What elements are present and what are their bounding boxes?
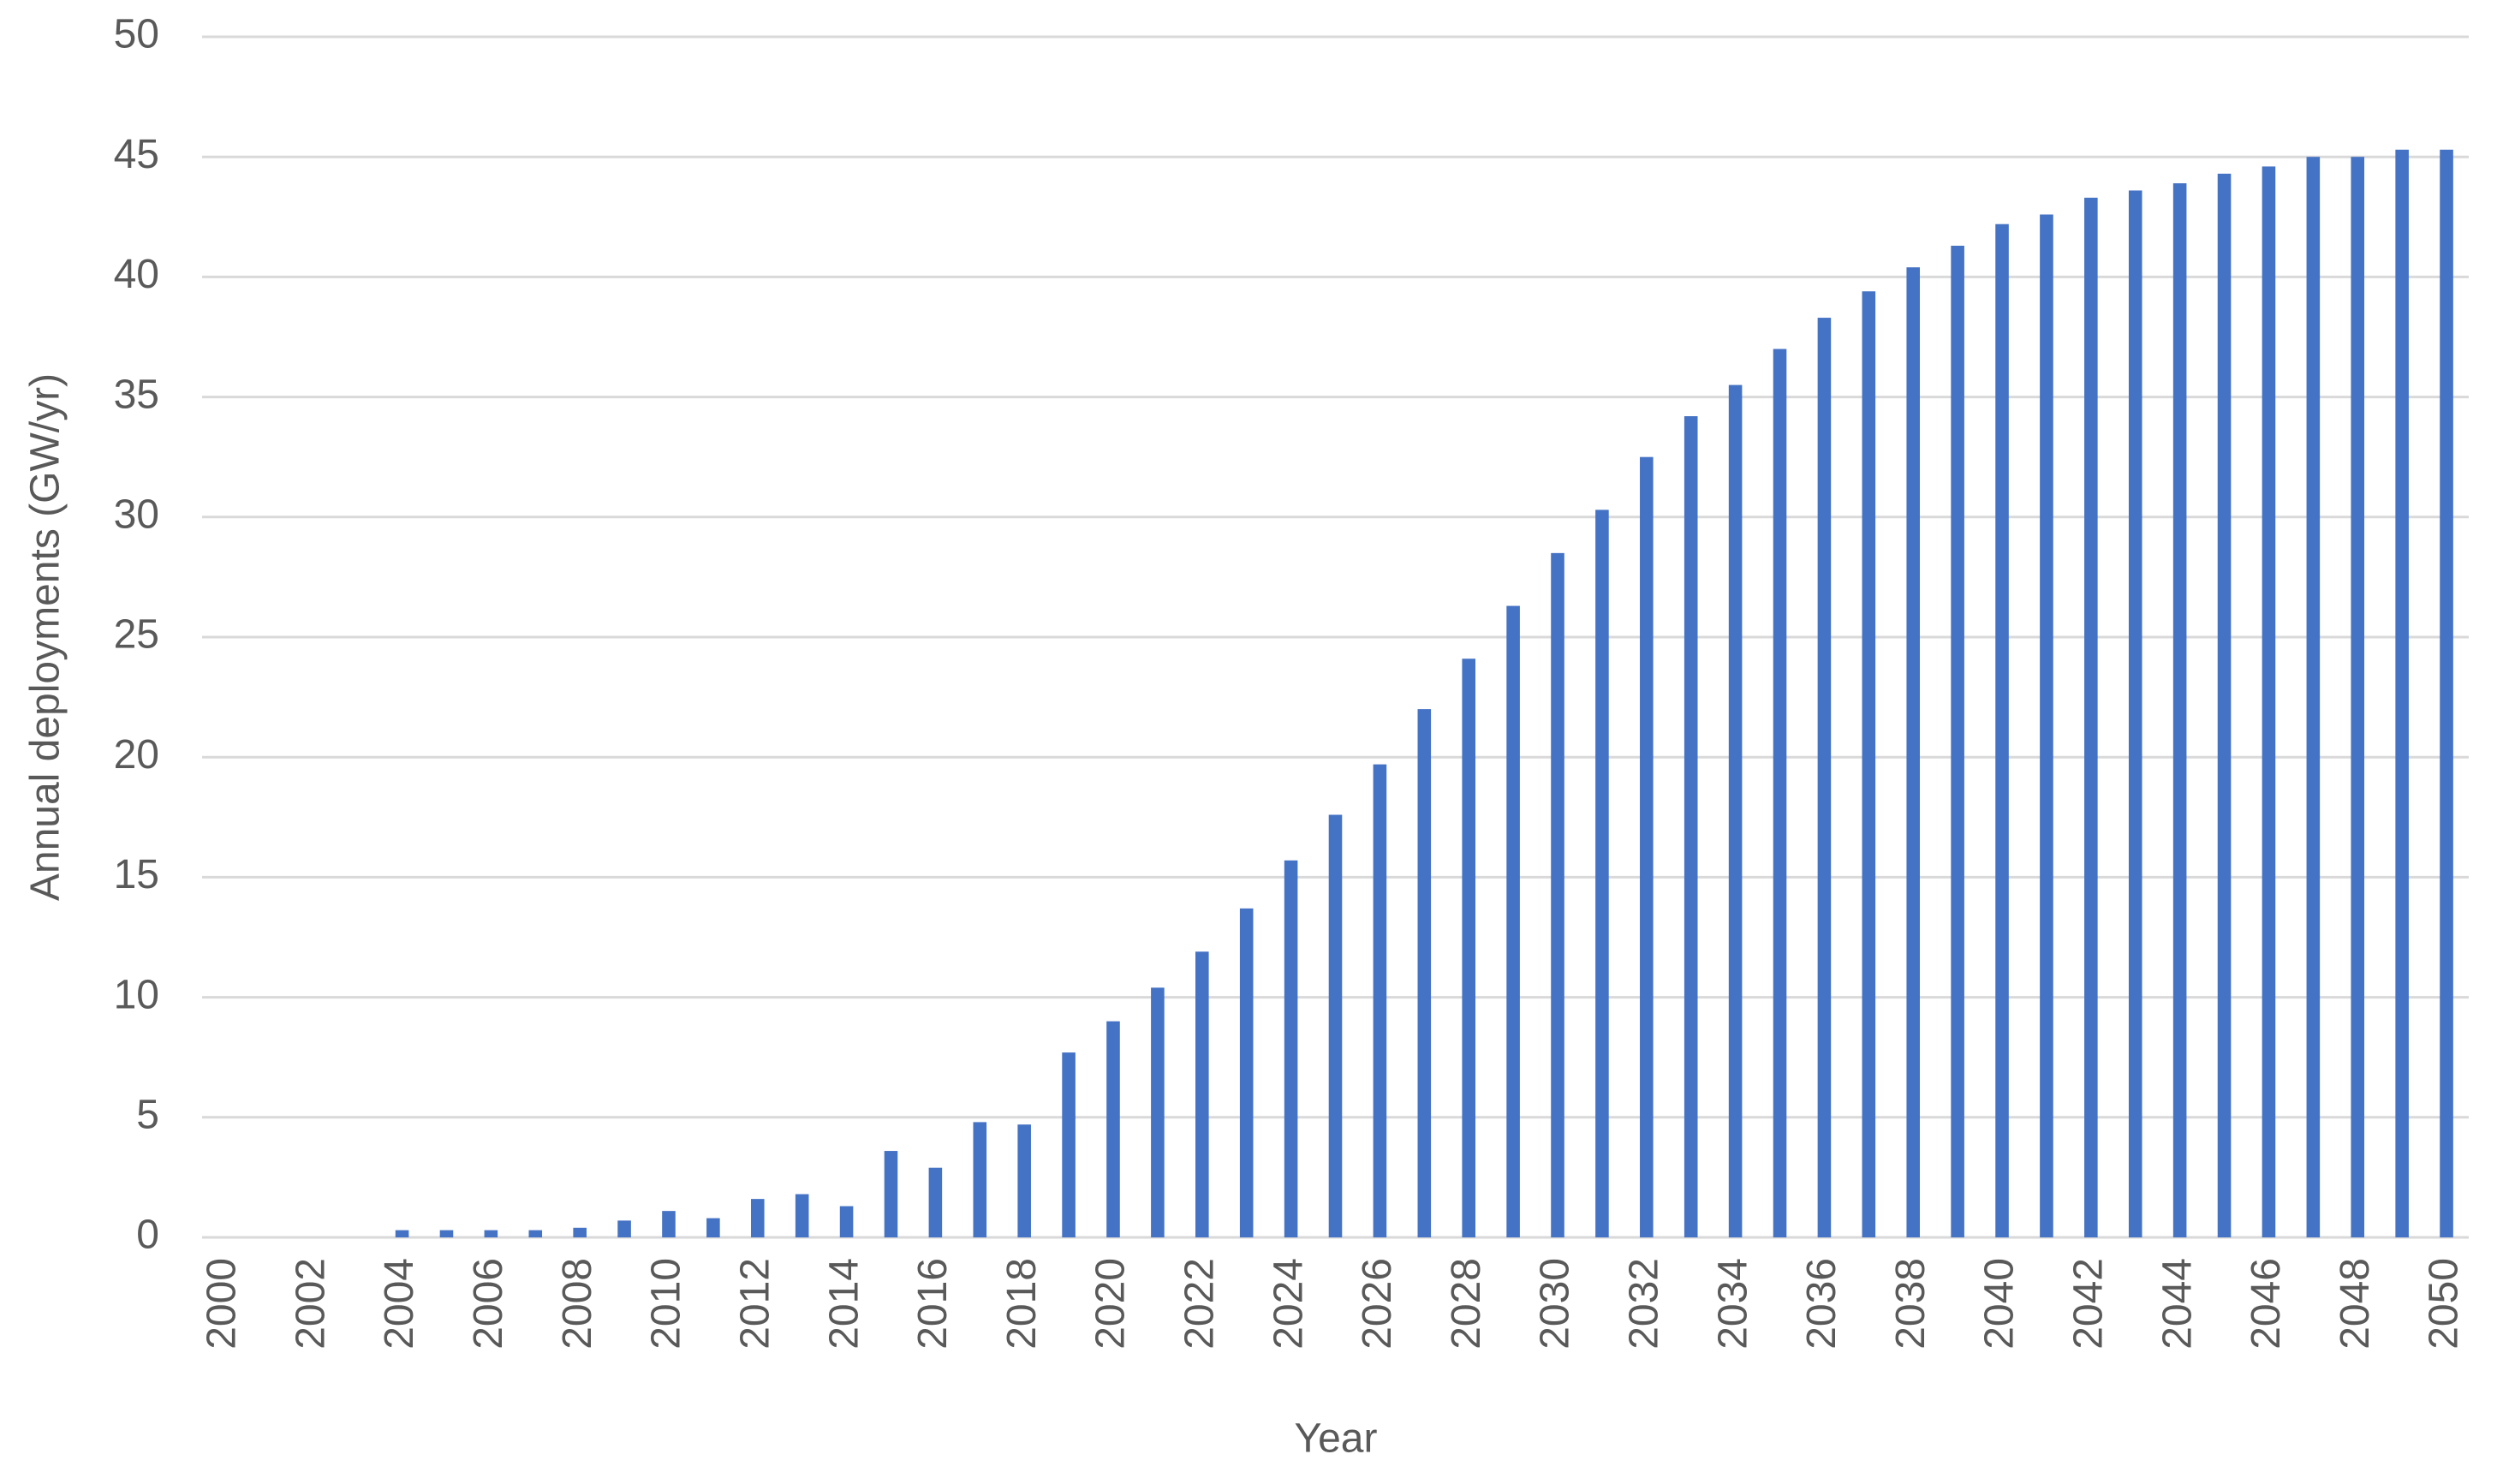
- x-tick-label: 2024: [1266, 1258, 1311, 1350]
- bar: [839, 1206, 854, 1237]
- x-tick-label: 2026: [1355, 1258, 1400, 1350]
- x-tick-label: 2002: [288, 1258, 333, 1350]
- y-tick-label: 10: [114, 972, 159, 1017]
- bar: [795, 1194, 809, 1237]
- bar: [1151, 987, 1165, 1237]
- x-tick-label: 2004: [377, 1258, 422, 1350]
- x-tick-label: 2044: [2154, 1258, 2200, 1350]
- x-tick-label: 2050: [2422, 1258, 2467, 1350]
- bar: [2262, 166, 2276, 1237]
- x-tick-label: 2034: [1710, 1258, 1755, 1350]
- y-tick-label: 30: [114, 492, 159, 537]
- bar: [439, 1230, 454, 1237]
- bar: [1017, 1124, 1031, 1237]
- bar: [662, 1211, 676, 1237]
- bar: [395, 1230, 409, 1237]
- bar: [2172, 183, 2187, 1238]
- x-tick-label: 2038: [1888, 1258, 1934, 1350]
- x-tick-label: 2012: [732, 1258, 778, 1350]
- bar: [1506, 605, 1520, 1237]
- bar: [1595, 510, 1609, 1237]
- y-tick-label: 35: [114, 372, 159, 417]
- y-tick-label: 20: [114, 732, 159, 778]
- bar: [928, 1167, 943, 1237]
- x-tick-label: 2036: [1799, 1258, 1844, 1350]
- bar: [2217, 173, 2232, 1237]
- x-tick-label: 2018: [999, 1258, 1045, 1350]
- bar: [1195, 951, 1209, 1237]
- y-axis-title: Annual deployments (GW/yr): [23, 373, 69, 901]
- x-tick-label: 2032: [1621, 1258, 1666, 1350]
- bar: [1328, 814, 1343, 1237]
- bar: [750, 1199, 765, 1237]
- x-tick-label: 2006: [466, 1258, 511, 1350]
- bar: [2306, 157, 2321, 1238]
- x-tick-label: 2042: [2066, 1258, 2112, 1350]
- bar: [1817, 318, 1832, 1237]
- bar: [1951, 245, 1964, 1237]
- bar: [2084, 197, 2098, 1237]
- y-tick-label: 25: [114, 612, 159, 658]
- bar: [2395, 149, 2409, 1238]
- x-tick-label: 2030: [1533, 1258, 1578, 1350]
- bar: [973, 1122, 987, 1237]
- bar: [1906, 267, 1921, 1238]
- bar: [1684, 416, 1698, 1238]
- y-tick-label: 45: [114, 132, 159, 177]
- bar: [484, 1230, 498, 1237]
- y-tick-label: 0: [136, 1213, 159, 1258]
- x-tick-label: 2046: [2244, 1258, 2289, 1350]
- x-tick-label: 2014: [821, 1258, 867, 1350]
- y-tick-label: 50: [114, 12, 159, 57]
- x-tick-label: 2020: [1088, 1258, 1134, 1350]
- x-tick-label: 2048: [2333, 1258, 2378, 1350]
- bar: [1417, 709, 1432, 1237]
- bar: [2440, 149, 2453, 1238]
- bar: [2128, 190, 2142, 1237]
- x-axis-title: Year: [1295, 1416, 1378, 1462]
- bar: [1284, 860, 1298, 1237]
- x-tick-label: 2040: [1977, 1258, 2023, 1350]
- bar: [1373, 764, 1387, 1237]
- x-tick-label: 2028: [1444, 1258, 1489, 1350]
- bar: [1640, 456, 1654, 1237]
- bar: [2351, 157, 2365, 1238]
- bar: [2040, 214, 2053, 1238]
- bar: [617, 1220, 631, 1237]
- bar: [1462, 659, 1475, 1237]
- x-tick-label: 2016: [910, 1258, 956, 1350]
- y-tick-label: 5: [136, 1092, 159, 1137]
- x-tick-label: 2008: [555, 1258, 600, 1350]
- bar: [884, 1151, 898, 1237]
- bar: [1728, 384, 1743, 1238]
- x-tick-label: 2000: [200, 1258, 245, 1350]
- y-tick-label: 40: [114, 252, 159, 297]
- bar: [1551, 552, 1564, 1237]
- bar: [573, 1227, 587, 1237]
- bar: [1995, 223, 2009, 1237]
- x-tick-label: 2010: [644, 1258, 689, 1350]
- bar: [1862, 291, 1876, 1237]
- bar: [706, 1218, 720, 1237]
- bar: [1239, 908, 1254, 1237]
- bar: [1106, 1021, 1120, 1237]
- y-tick-label: 15: [114, 852, 159, 897]
- bar: [1062, 1052, 1076, 1237]
- bar: [528, 1230, 543, 1237]
- x-tick-label: 2022: [1177, 1258, 1222, 1350]
- bar: [1773, 349, 1787, 1237]
